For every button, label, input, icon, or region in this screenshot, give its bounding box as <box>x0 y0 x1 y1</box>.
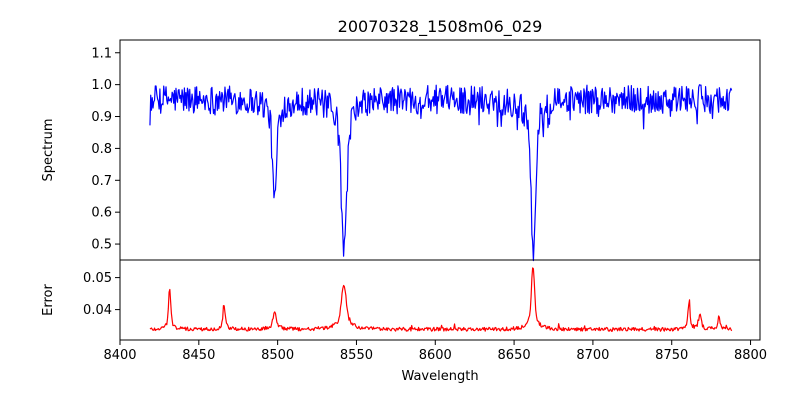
spectrum-y-tick-label: 0.6 <box>91 206 112 221</box>
x-axis-label: Wavelength <box>401 369 478 384</box>
error-y-ticks: 0.04 0.05 <box>83 271 120 318</box>
spectrum-y-ticks: 0.5 0.6 0.7 0.8 0.9 1.0 1.1 <box>91 46 120 253</box>
chart-title: 20070328_1508m06_029 <box>338 17 543 37</box>
error-y-tick-label: 0.04 <box>83 303 112 318</box>
x-tick-label: 8500 <box>261 348 294 363</box>
x-tick-label: 8800 <box>734 348 767 363</box>
error-panel: 0.04 0.05 Error <box>41 259 761 341</box>
x-tick-label: 8450 <box>182 348 215 363</box>
spectrum-axes-frame <box>119 39 761 261</box>
spectrum-panel: 0.5 0.6 0.7 0.8 0.9 1.0 1.1 Spectrum <box>41 39 761 262</box>
spectrum-y-tick-label: 1.0 <box>91 78 112 93</box>
x-axis-ticks: 8400 8450 8500 8550 8600 8650 8700 8750 8800 <box>103 340 767 363</box>
error-axes-frame <box>119 259 761 341</box>
error-series-line <box>149 267 733 332</box>
spectrum-y-tick-label: 0.7 <box>91 174 112 189</box>
spectrum-y-label: Spectrum <box>41 119 56 182</box>
spectrum-y-tick-label: 0.8 <box>91 142 112 157</box>
spectrum-y-tick-label: 0.5 <box>91 238 112 253</box>
spectrum-series-line <box>149 84 733 262</box>
spectrum-y-tick-label: 0.9 <box>91 110 112 125</box>
x-tick-label: 8700 <box>576 348 609 363</box>
x-tick-label: 8650 <box>498 348 531 363</box>
error-y-label: Error <box>41 284 56 316</box>
x-tick-label: 8750 <box>655 348 688 363</box>
error-y-tick-label: 0.05 <box>83 271 112 286</box>
spectrum-y-tick-label: 1.1 <box>91 46 112 61</box>
x-tick-label: 8400 <box>103 348 136 363</box>
x-tick-label: 8600 <box>419 348 452 363</box>
x-tick-label: 8550 <box>340 348 373 363</box>
